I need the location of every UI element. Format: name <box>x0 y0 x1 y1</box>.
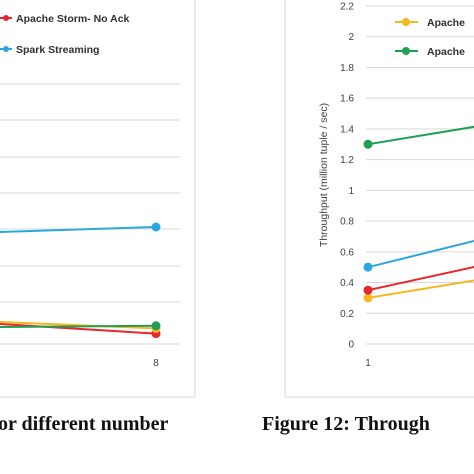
right-legend: Apache Apache <box>395 17 465 58</box>
legend-marker-apache-green <box>402 47 410 55</box>
right-y-tick-label: 0 <box>348 340 354 351</box>
legend-marker-apache-yellow <box>402 18 410 26</box>
left-series-line <box>0 324 157 328</box>
right-y-tick-label: 1.8 <box>340 63 354 74</box>
left-caption: or different number <box>0 413 168 435</box>
right-y-axis-label: Throughput (million tuple / sec) <box>318 103 330 247</box>
right-data-point <box>363 262 373 272</box>
right-chart: 0 0.2 0.4 0.6 0.8 1 1.2 1.4 1.6 1.8 2 2.2 Apache Ap… <box>284 0 474 398</box>
right-series-line <box>367 279 474 299</box>
legend-label-storm-noack: Apache Storm- No Ack <box>16 13 130 25</box>
right-y-tick-label: 0.4 <box>340 278 354 289</box>
right-data-point <box>363 285 373 295</box>
left-series-lines <box>0 222 161 339</box>
legend-label-spark: Spark Streaming <box>16 44 99 56</box>
right-series-lines <box>363 125 474 303</box>
left-chart-frame <box>0 0 196 398</box>
right-y-tick-label: 2 <box>348 32 354 43</box>
right-series-line <box>367 265 474 292</box>
right-series-line <box>367 239 474 269</box>
right-data-point <box>363 293 373 303</box>
left-series-line <box>0 323 157 335</box>
left-data-point <box>151 222 161 232</box>
right-series-line <box>367 125 474 146</box>
right-x-tick-1: 1 <box>365 358 371 369</box>
legend-label-apache-green: Apache <box>427 46 465 58</box>
legend-label-apache-yellow: Apache <box>427 17 465 29</box>
left-series-line <box>0 321 157 330</box>
right-chart-frame <box>284 0 474 398</box>
right-y-tick-label: 0.2 <box>340 309 354 320</box>
left-data-point <box>151 321 161 331</box>
right-y-tick-label: 2.2 <box>340 2 354 13</box>
left-legend: Apache Storm- No Ack Spark Streaming <box>0 13 130 56</box>
right-y-tick-labels: 0 0.2 0.4 0.6 0.8 1 1.2 1.4 1.6 1.8 2 2.2 <box>340 2 354 351</box>
legend-marker-spark <box>3 46 9 52</box>
right-y-tick-label: 1.4 <box>340 124 354 135</box>
left-chart: Apache Storm- No Ack Spark Streaming 8 <box>0 0 196 398</box>
right-caption: Figure 12: Through <box>262 413 430 435</box>
right-y-tick-label: 1.6 <box>340 94 354 105</box>
right-y-tick-label: 1 <box>348 186 354 197</box>
legend-marker-storm-noack <box>3 15 9 21</box>
right-y-tick-label: 0.6 <box>340 247 354 258</box>
left-series-line <box>0 226 157 233</box>
right-y-tick-label: 0.8 <box>340 217 354 228</box>
right-y-tick-label: 1.2 <box>340 155 354 166</box>
left-x-tick-8: 8 <box>153 358 159 369</box>
right-data-point <box>363 139 373 149</box>
